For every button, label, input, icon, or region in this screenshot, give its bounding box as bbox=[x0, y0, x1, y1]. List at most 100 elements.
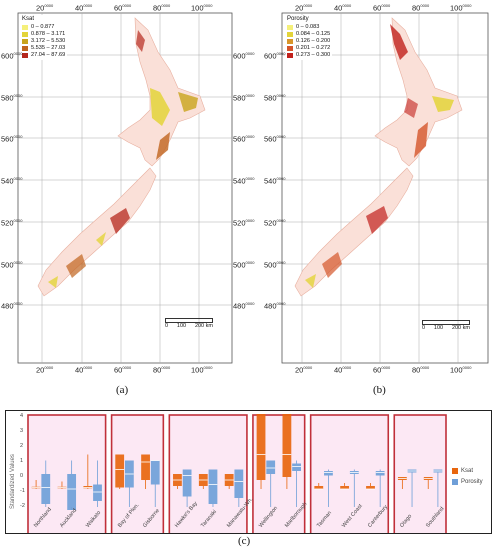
scale-bar: 0 100 200 km bbox=[165, 318, 213, 329]
box bbox=[141, 454, 150, 480]
legend-item-ksat: Ksat bbox=[452, 468, 473, 474]
legend-swatch bbox=[287, 39, 293, 44]
y-tick: 6000000 bbox=[264, 51, 286, 61]
y-tick: 5000000 bbox=[233, 260, 255, 270]
x-tick: 400000 bbox=[334, 3, 352, 13]
legend-swatch bbox=[287, 25, 293, 30]
legend-swatch bbox=[452, 468, 458, 474]
x-tick: 1000000 bbox=[450, 365, 472, 375]
x-tick: 800000 bbox=[412, 365, 430, 375]
y-tick: 6000000 bbox=[233, 51, 255, 61]
y-tick-label: 2 bbox=[20, 443, 24, 449]
legend-item: 5.535 – 27.03 bbox=[22, 45, 65, 52]
box bbox=[115, 454, 125, 488]
box bbox=[67, 474, 77, 510]
north-island-shape bbox=[117, 17, 206, 167]
y-tick: 4800000 bbox=[264, 301, 286, 311]
caption-b: (b) bbox=[373, 384, 386, 396]
y-tick-label: 3 bbox=[20, 428, 24, 434]
scale-label: 0 bbox=[165, 323, 169, 329]
y-tick: 5600000 bbox=[233, 134, 255, 144]
legend-item: 0 – 0.083 bbox=[287, 24, 330, 31]
legend-swatch bbox=[452, 479, 458, 485]
legend-title: Porosity bbox=[287, 16, 309, 22]
box bbox=[282, 414, 292, 477]
legend-swatch bbox=[287, 32, 293, 37]
x-tick: 800000 bbox=[412, 3, 430, 13]
x-tick: 200000 bbox=[295, 365, 313, 375]
legend-item: 27.04 – 87.69 bbox=[22, 52, 65, 59]
y-tick: 5200000 bbox=[1, 218, 23, 228]
map-legend-porosity: Porosity 0 – 0.083 0.084 – 0.125 0.126 –… bbox=[285, 15, 333, 60]
y-tick: 4800000 bbox=[1, 301, 23, 311]
box bbox=[234, 469, 244, 498]
legend-label: 0 – 0.083 bbox=[296, 24, 320, 30]
caption-c: (c) bbox=[238, 535, 251, 547]
legend-swatch bbox=[22, 39, 28, 44]
region-group-frame bbox=[168, 414, 248, 533]
scale-label: 200 km bbox=[451, 325, 470, 331]
box bbox=[208, 469, 218, 504]
legend-item: 0.126 – 0.200 bbox=[287, 38, 330, 45]
legend-item: 0.084 – 0.125 bbox=[287, 31, 330, 38]
legend-swatch bbox=[287, 53, 293, 58]
caption-a: (a) bbox=[116, 384, 129, 396]
scale-label: 100 bbox=[176, 323, 187, 329]
box bbox=[324, 471, 333, 476]
x-tick: 200000 bbox=[36, 365, 54, 375]
legend-label: 3.172 – 5.530 bbox=[31, 38, 66, 44]
region-group-frame bbox=[309, 414, 390, 533]
y-tick: 5800000 bbox=[233, 93, 255, 103]
x-tick: 600000 bbox=[114, 3, 132, 13]
y-tick-label: 4 bbox=[20, 413, 24, 419]
box bbox=[93, 484, 102, 501]
map-frame-porosity bbox=[281, 12, 489, 364]
legend-label: 0.201 – 0.272 bbox=[296, 45, 331, 51]
x-tick: 600000 bbox=[373, 365, 391, 375]
y-tick: 5400000 bbox=[1, 176, 23, 186]
y-tick: 6000000 bbox=[1, 51, 23, 61]
y-tick: 5200000 bbox=[264, 218, 286, 228]
y-tick: 5400000 bbox=[264, 176, 286, 186]
south-island-shape bbox=[37, 167, 157, 297]
x-tick: 800000 bbox=[153, 3, 171, 13]
map-frame-ksat bbox=[17, 12, 233, 364]
x-tick: 400000 bbox=[334, 365, 352, 375]
legend-swatch bbox=[22, 25, 28, 30]
legend-swatch bbox=[287, 46, 293, 51]
x-tick: 800000 bbox=[153, 365, 171, 375]
legend-label: 0.273 – 0.300 bbox=[296, 52, 331, 58]
box bbox=[150, 460, 160, 485]
y-tick-label: 0 bbox=[20, 473, 24, 479]
scale-label: 0 bbox=[422, 325, 426, 331]
scale-label: 100 bbox=[433, 325, 444, 331]
x-tick: 200000 bbox=[36, 3, 54, 13]
legend-title: Ksat bbox=[22, 16, 35, 22]
box bbox=[256, 414, 266, 480]
y-tick-label: 1 bbox=[20, 458, 24, 464]
legend-item: 0.878 – 3.171 bbox=[22, 31, 65, 38]
y-tick: 5200000 bbox=[233, 218, 255, 228]
x-tick: 600000 bbox=[373, 3, 391, 13]
y-tick: 5600000 bbox=[1, 134, 23, 144]
boxplot-panel: Standardized Values 4 3 2 1 0 -1 -2 Northland A… bbox=[5, 410, 492, 534]
boxplot-svg bbox=[27, 414, 447, 533]
x-tick: 1000000 bbox=[191, 3, 213, 13]
x-tick: 400000 bbox=[75, 3, 93, 13]
legend-label: 0.084 – 0.125 bbox=[296, 31, 331, 37]
scale-label: 200 km bbox=[194, 323, 213, 329]
legend-label: 0 – 0.877 bbox=[31, 24, 55, 30]
y-tick: 5800000 bbox=[1, 93, 23, 103]
box bbox=[375, 471, 385, 476]
x-tick: 400000 bbox=[75, 365, 93, 375]
x-tick: 1000000 bbox=[191, 365, 213, 375]
legend-swatch bbox=[22, 53, 28, 58]
y-tick: 4800000 bbox=[233, 301, 255, 311]
y-tick: 5400000 bbox=[233, 176, 255, 186]
y-tick: 5000000 bbox=[264, 260, 286, 270]
x-tick: 600000 bbox=[114, 365, 132, 375]
legend-item-porosity: Porosity bbox=[452, 479, 483, 485]
box bbox=[182, 469, 192, 497]
north-island-shape bbox=[374, 17, 463, 167]
legend-label: 27.04 – 87.69 bbox=[31, 52, 66, 58]
